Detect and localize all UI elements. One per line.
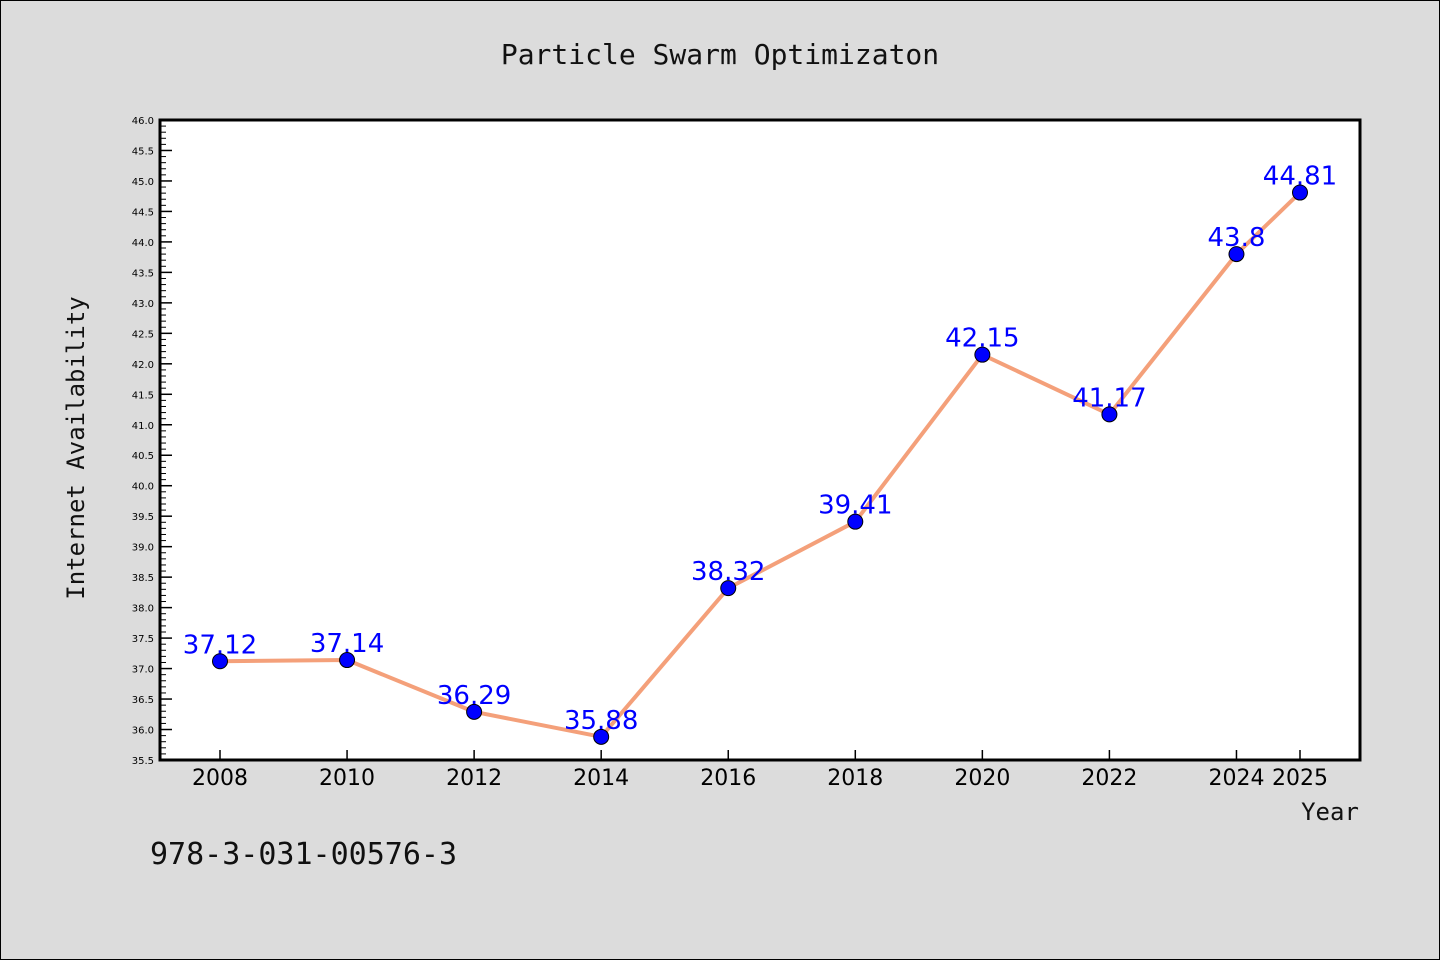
data-point — [974, 346, 991, 363]
x-tick-label: 2012 — [446, 766, 502, 791]
series-line — [219, 191, 1302, 739]
data-label: 44.81 — [1263, 162, 1337, 192]
y-tick-label: 42.0 — [132, 360, 154, 371]
y-axis-label: Internet Availability — [62, 296, 90, 599]
x-axis-label: Year — [1301, 798, 1359, 826]
x-tick-label: 2014 — [573, 766, 629, 791]
data-point — [1228, 246, 1245, 263]
data-point — [1292, 184, 1308, 201]
y-tick-label: 45.5 — [132, 146, 154, 157]
x-tick-label: 2024 — [1208, 766, 1264, 791]
data-point — [212, 653, 228, 670]
x-tick-label: 2018 — [827, 766, 883, 791]
y-tick-label: 41.0 — [132, 421, 154, 432]
y-tick-label: 36.0 — [132, 726, 154, 737]
x-axis: 2008 2010 2012 2014 2016 2018 2020 2022 2024 2025 — [192, 750, 1328, 791]
y-tick-label: 42.5 — [132, 329, 154, 340]
data-label: 38.32 — [691, 557, 765, 587]
y-tick-label: 36.5 — [132, 695, 154, 706]
data-label: 39.41 — [818, 491, 892, 521]
y-tick-label: 45.0 — [132, 177, 154, 188]
data-point — [339, 652, 356, 669]
y-tick-label: 44.5 — [132, 207, 154, 218]
y-tick-label: 37.5 — [132, 634, 154, 645]
y-tick-label: 43.5 — [132, 268, 154, 279]
x-tick-label: 2022 — [1081, 766, 1137, 791]
x-tick-label: 2008 — [192, 766, 248, 791]
data-label: 43.8 — [1208, 223, 1266, 253]
data-label: 37.14 — [310, 629, 384, 659]
x-tick-label: 2025 — [1272, 766, 1328, 791]
data-label: 42.15 — [945, 324, 1019, 354]
y-tick-label: 35.5 — [132, 756, 154, 767]
y-tick-label: 38.0 — [132, 604, 154, 615]
y-tick-label: 40.5 — [132, 451, 154, 462]
data-point — [720, 580, 737, 597]
y-tick-label: 39.5 — [132, 512, 154, 523]
y-axis: 35.5 36.0 36.5 37.0 37.5 38.0 38.5 39.0 39.5 40.0… — [132, 116, 172, 767]
data-point — [593, 728, 610, 745]
x-tick-label: 2020 — [954, 766, 1010, 791]
data-label: 37.12 — [183, 630, 257, 660]
data-point — [847, 513, 864, 530]
x-tick-label: 2016 — [700, 766, 756, 791]
y-tick-label: 40.0 — [132, 482, 154, 493]
data-label: 35.88 — [564, 706, 638, 736]
y-tick-label: 38.5 — [132, 573, 154, 584]
data-label: 36.29 — [437, 681, 511, 711]
isbn-text: 978-3-031-00576-3 — [150, 837, 457, 872]
data-labels: 37.12 37.14 36.29 35.88 38.32 39.41 42.15 41.17… — [183, 162, 1337, 736]
chart-title: Particle Swarm Optimizaton — [501, 38, 939, 71]
data-label: 41.17 — [1072, 383, 1146, 413]
y-tick-label: 43.0 — [132, 299, 154, 310]
y-tick-label: 46.0 — [132, 116, 154, 127]
x-tick-label: 2010 — [319, 766, 375, 791]
series-markers — [212, 184, 1308, 745]
data-point — [466, 703, 483, 720]
y-tick-label: 39.0 — [132, 543, 154, 554]
y-tick-label: 41.5 — [132, 390, 154, 401]
y-tick-label: 44.0 — [132, 238, 154, 249]
y-tick-label: 37.0 — [132, 665, 154, 676]
data-point — [1101, 406, 1118, 423]
plot-area — [158, 118, 1362, 762]
